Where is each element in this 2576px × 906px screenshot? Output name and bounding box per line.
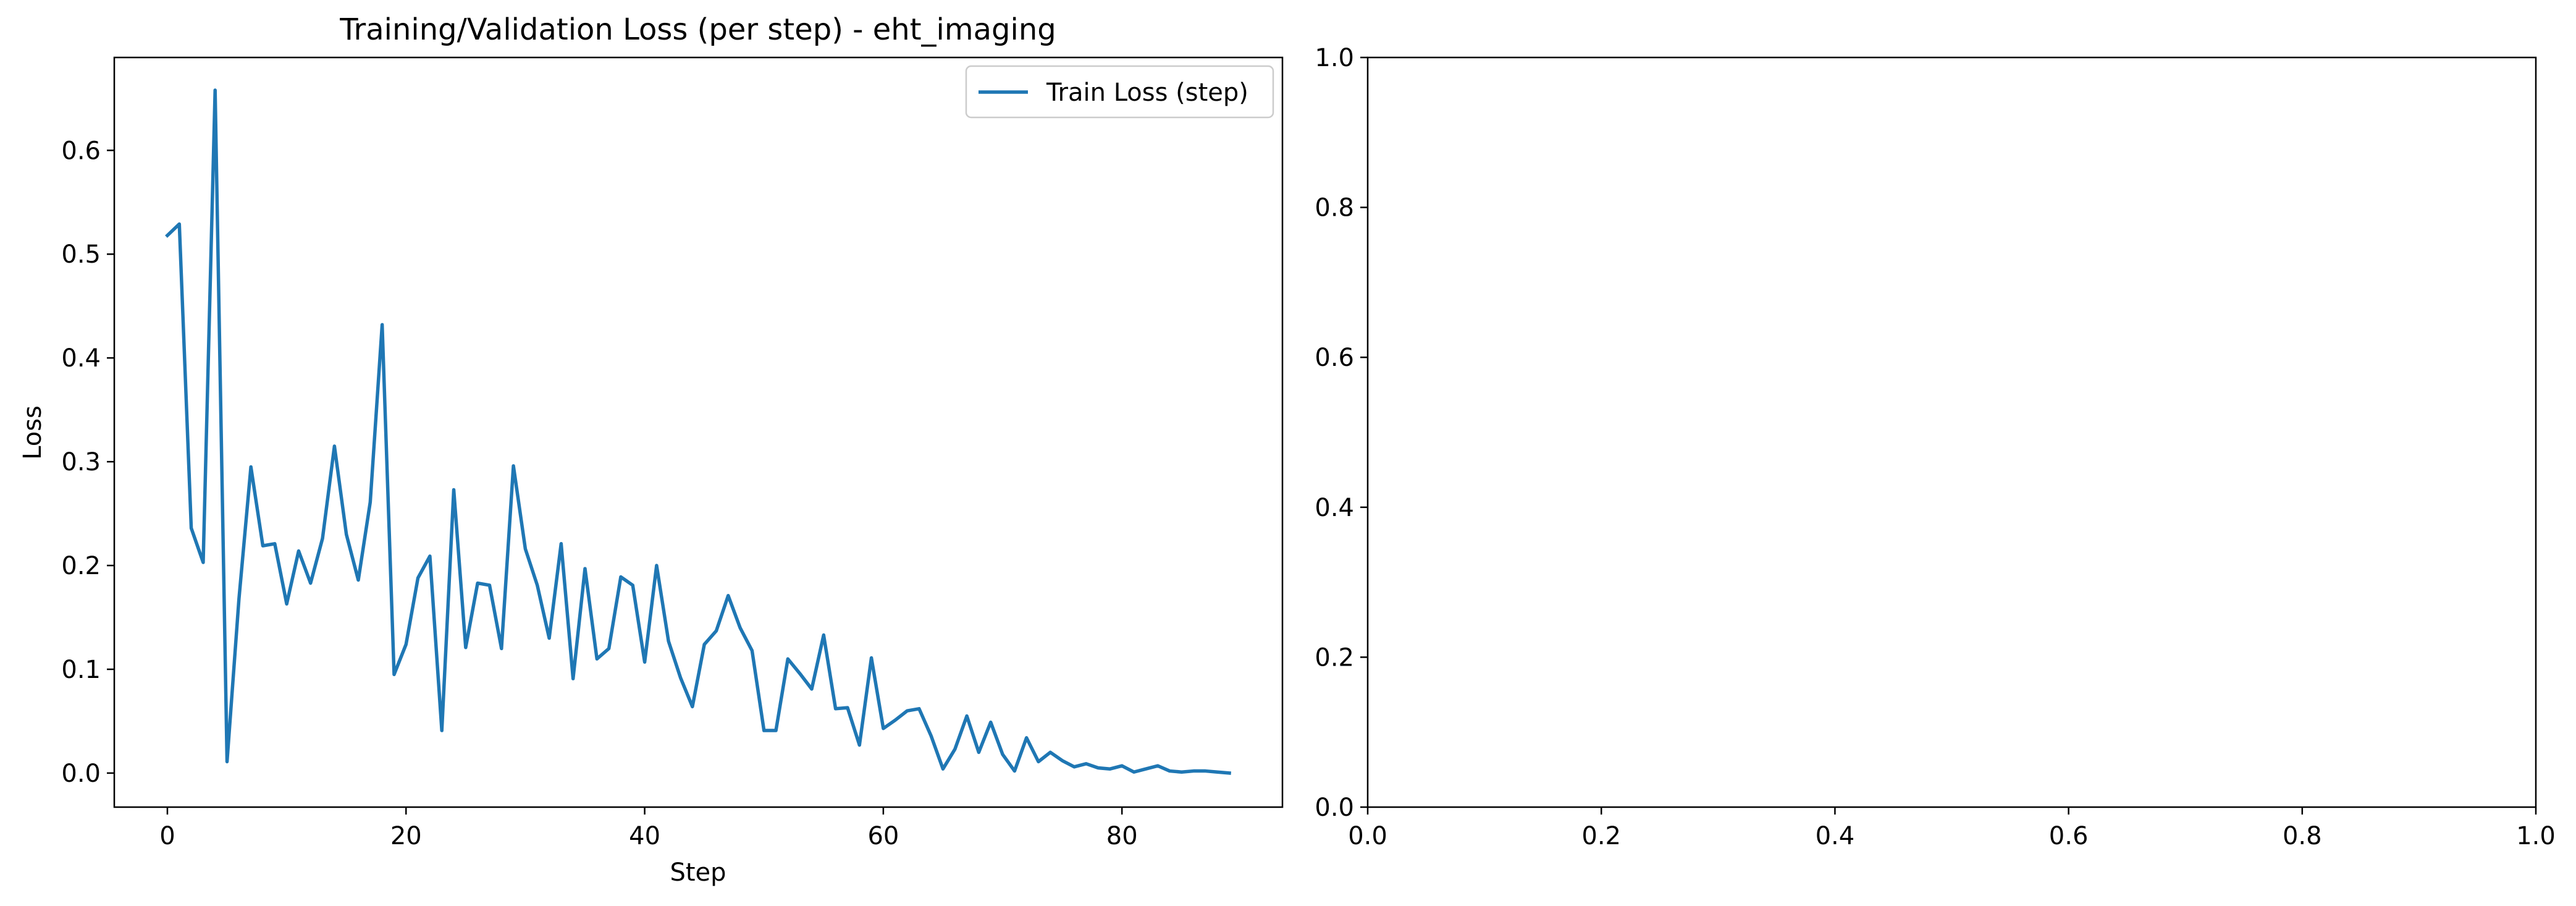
x-tick-label: 0.0 [1348, 822, 1387, 850]
x-tick-label: 0.6 [2049, 822, 2089, 850]
legend-label-train-loss: Train Loss (step) [1046, 78, 1248, 107]
loss-chart: Training/Validation Loss (per step) - eh… [19, 12, 1284, 887]
x-tick-label: 1.0 [2516, 822, 2556, 850]
plot-area [165, 88, 1232, 775]
y-tick-label: 1.0 [1315, 44, 1354, 72]
x-tick-label: 0.4 [1816, 822, 1855, 850]
y-tick-label: 0.6 [61, 137, 101, 165]
y-tick-label: 0.2 [1315, 643, 1354, 672]
legend-box [965, 65, 1274, 119]
x-tick-label: 20 [390, 822, 422, 850]
x-tick-label: 0.8 [2283, 822, 2322, 850]
y-tick-label: 0.6 [1315, 344, 1354, 372]
y-tick-label: 0.0 [61, 760, 101, 788]
y-tick-label: 0.8 [1315, 194, 1354, 222]
legend: Train Loss (step) [965, 65, 1274, 119]
series-line-train-loss [165, 88, 1232, 775]
y-tick-label: 0.1 [61, 656, 101, 684]
x-tick-label: 0 [159, 822, 175, 850]
y-tick-label: 0.4 [61, 344, 101, 373]
y-tick-label: 0.5 [61, 240, 101, 269]
x-tick-label: 0.2 [1581, 822, 1621, 850]
axes-frame [113, 56, 1284, 808]
y-tick-label: 0.2 [61, 552, 101, 580]
empty-chart: 0.0 0.2 0.4 0.6 0.8 1.0 0.0 0.2 0.4 0.6 0.8 1.0 [1315, 44, 2555, 850]
y-tick-label: 0.0 [1315, 794, 1354, 822]
y-axis-label: Loss [19, 405, 47, 460]
y-tick-label: 0.4 [1315, 494, 1354, 522]
x-axis-ticks: 0.0 0.2 0.4 0.6 0.8 1.0 [1348, 807, 2556, 850]
x-tick-label: 80 [1106, 822, 1138, 850]
y-tick-label: 0.3 [61, 448, 101, 476]
x-axis-label: Step [670, 858, 726, 887]
x-axis-ticks: 0 20 40 60 80 [159, 807, 1138, 850]
x-tick-label: 40 [629, 822, 660, 850]
axes-frame [1366, 56, 2537, 808]
y-axis-ticks: 0.0 0.1 0.2 0.3 0.4 0.5 0.6 [61, 137, 114, 788]
y-axis-ticks: 0.0 0.2 0.4 0.6 0.8 1.0 [1315, 44, 1368, 822]
chart-title: Training/Validation Loss (per step) - eh… [339, 12, 1056, 47]
x-tick-label: 60 [867, 822, 899, 850]
